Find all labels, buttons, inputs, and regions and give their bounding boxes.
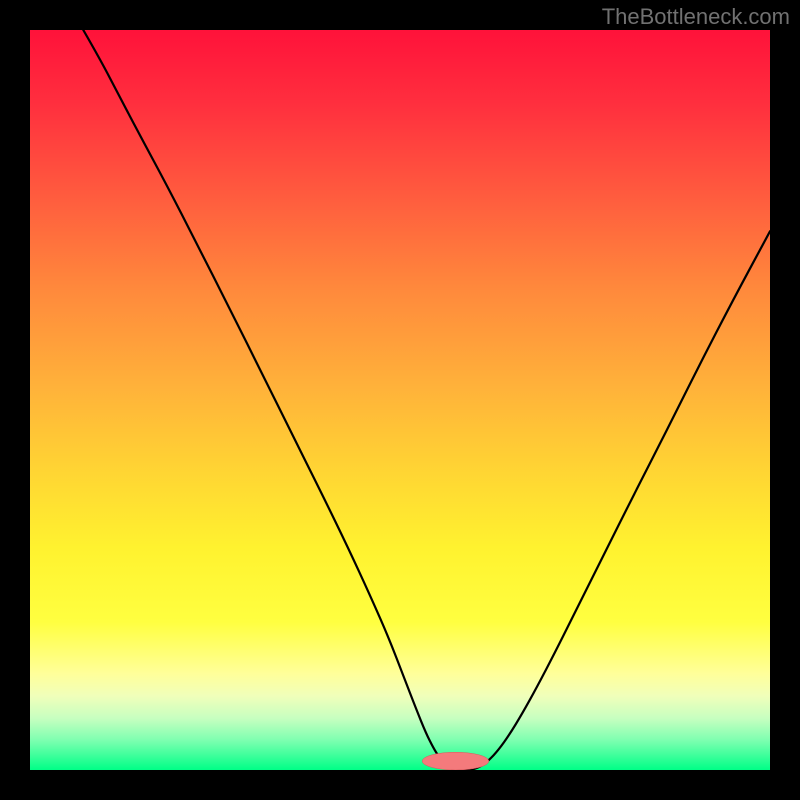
chart-container: TheBottleneck.com — [0, 0, 800, 800]
watermark-text: TheBottleneck.com — [602, 4, 790, 30]
optimal-marker — [422, 752, 489, 770]
curve-overlay — [0, 0, 800, 800]
bottleneck-curve — [83, 30, 770, 770]
